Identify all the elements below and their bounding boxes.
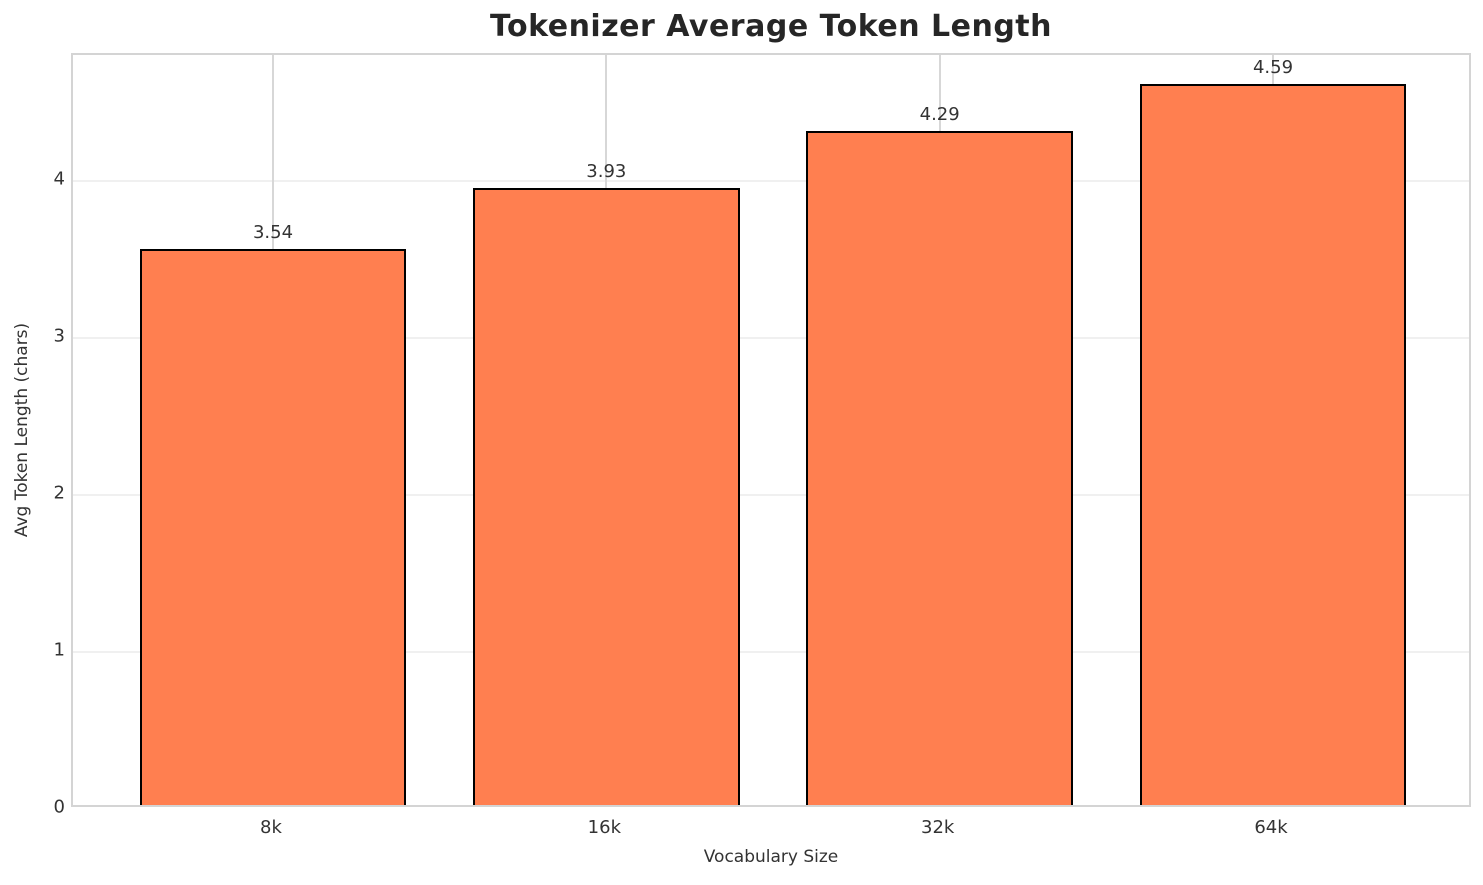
gridline-h (73, 650, 1469, 653)
gridline-h (73, 336, 1469, 339)
gridline-h (73, 179, 1469, 182)
y-tick-label: 4 (53, 168, 65, 190)
x-tick-label: 32k (920, 817, 955, 838)
y-tick-label: 1 (53, 639, 65, 661)
y-tick-label: 3 (53, 325, 65, 347)
bar-value-label: 4.29 (919, 104, 960, 126)
plot-area: 3.54 3.93 4.29 4.59 (71, 53, 1471, 807)
bar-value-label: 4.59 (1252, 57, 1294, 78)
chart-title: Tokenizer Average Token Length (489, 9, 1052, 44)
y-tick-label: 0 (53, 796, 65, 818)
bar-value-label: 3.54 (252, 221, 294, 243)
x-tick-label: 64k (1254, 817, 1288, 838)
x-tick-label: 8k (260, 817, 282, 838)
y-axis-label: Avg Token Length (chars) (12, 322, 32, 538)
bar (806, 131, 1073, 805)
bar-value-label: 3.93 (586, 160, 627, 182)
x-tick-label: 16k (587, 817, 621, 838)
bar (473, 187, 740, 805)
bar (1139, 84, 1407, 805)
y-tick-label: 2 (53, 482, 65, 504)
x-axis-label: Vocabulary Size (703, 847, 839, 867)
gridline-h (73, 493, 1469, 496)
bar (139, 248, 407, 805)
